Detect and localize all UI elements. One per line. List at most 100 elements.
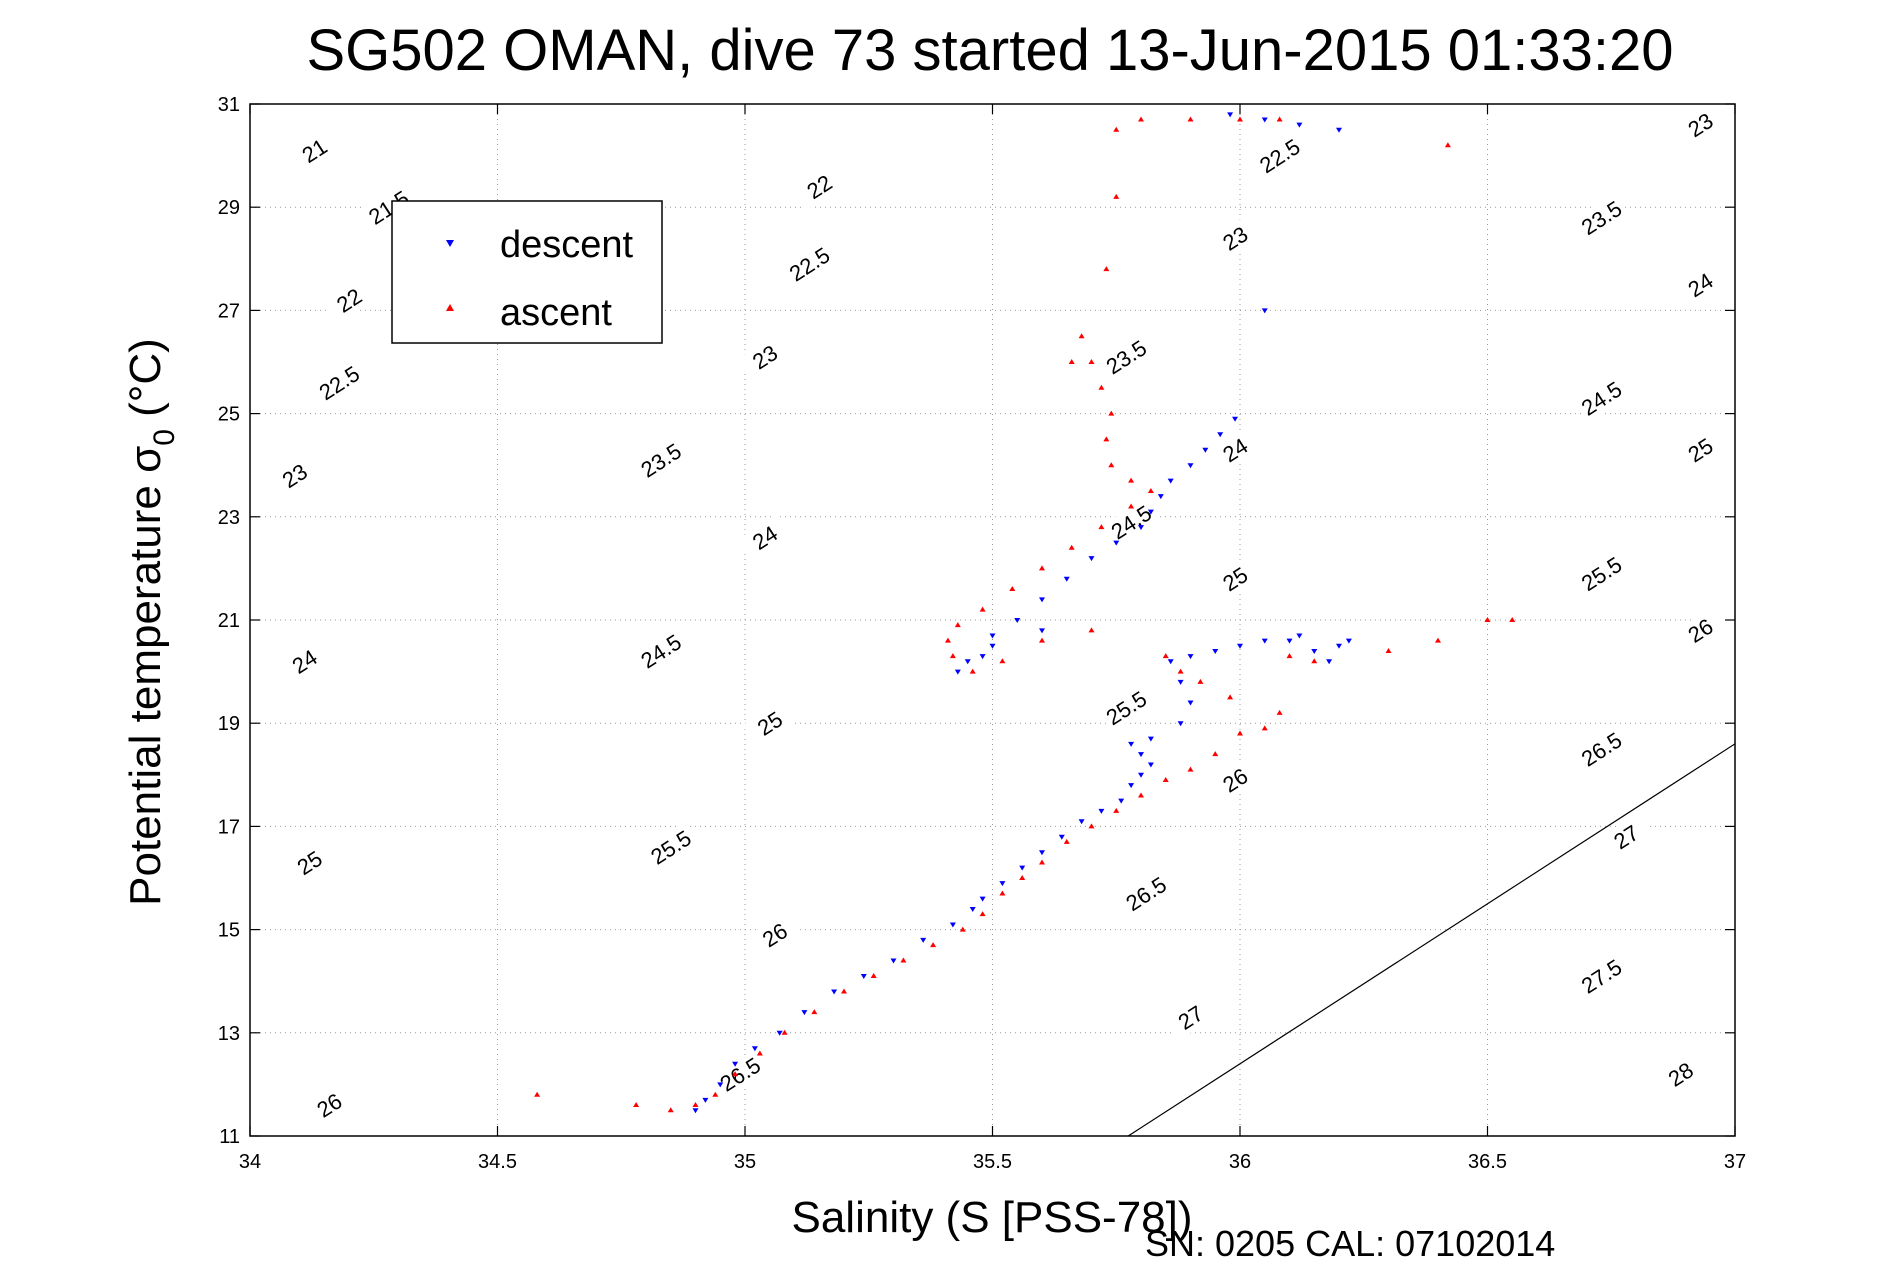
data-point-descent [776,1030,783,1036]
data-point-ascent [1385,647,1392,653]
data-point-descent [717,1082,724,1088]
contour-label-bg [1673,100,1728,149]
contour-label-bg [361,183,416,232]
data-point-descent [1098,808,1105,814]
data-point-ascent [900,957,907,963]
data-point-descent [989,643,996,649]
data-point-descent [1336,127,1342,133]
data-point-descent [1187,463,1194,469]
contour-label-bg [287,126,342,175]
data-point-ascent [1019,875,1026,880]
data-point-descent [920,937,927,943]
data-point-descent [1128,783,1135,789]
legend-box [391,200,663,344]
data-point-ascent [534,1091,541,1097]
data-point-ascent [999,658,1006,664]
contour-label-bg [1673,425,1728,474]
data-point-ascent [1276,709,1283,715]
data-point-descent [1212,648,1219,654]
data-point-descent [1296,122,1303,128]
contour-label-bg [747,910,802,959]
data-point-descent [999,881,1006,887]
data-point-ascent [1147,488,1154,493]
contour-label-bg [1252,131,1307,180]
contour-label-bg [1673,260,1728,309]
contour-label-bg [1207,214,1263,263]
data-point-descent [1237,643,1243,649]
contour-label-bg [1653,1050,1708,1099]
y-tick-label: 17 [218,816,240,838]
data-point-ascent [1187,116,1194,122]
contour-label-bg [1098,683,1154,732]
data-point-ascent [781,1029,788,1035]
data-point-descent [1311,648,1318,654]
data-point-descent [1138,752,1144,758]
data-point-descent [1138,772,1144,778]
data-point-ascent [1162,653,1169,659]
data-point-descent [1232,416,1239,422]
data-point-ascent [1444,142,1451,148]
contour-label-bg [1574,725,1629,773]
y-axis-label-main: Potential temperature σ [121,446,170,906]
contour-label-bg [633,627,689,675]
data-point-descent [1039,850,1045,856]
data-point-ascent [930,942,937,948]
data-point-descent [1019,865,1026,871]
contour-label-bg [1574,549,1629,598]
data-point-ascent [1113,126,1120,132]
data-point-descent [1261,117,1268,123]
data-point-descent [1039,628,1045,634]
legend-label-ascent: ascent [500,292,612,334]
data-point-ascent [1128,503,1135,509]
contour-label-bg [311,358,367,407]
legend-marker-ascent [446,304,454,311]
data-point-descent [989,633,996,639]
data-point-ascent [1088,627,1095,633]
data-point-descent [1128,741,1135,747]
contour-label-bg [782,240,837,288]
data-point-descent [979,896,986,902]
data-point-ascent [870,973,877,979]
y-axis-label-subscript: 0 [148,429,181,446]
contour-label-bg [267,451,322,500]
y-tick-label: 21 [218,610,240,632]
data-point-ascent [1261,725,1268,731]
contour-label-bg [282,838,337,887]
density-contours: 2121.52222.5232425262222.52323.52424.525… [267,100,1735,1136]
data-point-ascent [1311,658,1318,664]
data-point-ascent [841,988,847,994]
data-point-ascent [1187,766,1194,772]
contour-label-bg [712,1050,768,1099]
data-point-ascent [633,1102,640,1108]
data-point-ascent [732,1071,739,1077]
data-point-descent [751,1046,758,1052]
grid [250,104,1735,1136]
data-point-ascent [1128,477,1135,483]
data-point-descent [1167,478,1174,484]
data-point-ascent [1108,410,1115,416]
data-point-ascent [1098,524,1105,530]
data-point-descent [1039,597,1045,603]
data-point-descent [1078,819,1085,825]
data-point-descent [1138,525,1144,531]
contour-label-bg [301,1081,357,1129]
data-point-ascent [1103,436,1110,442]
data-point-descent [890,958,897,964]
data-point-ascent [1212,751,1219,757]
contour-label-bg [1673,606,1728,655]
chart-title: SG502 OMAN, dive 73 started 13-Jun-2015 … [306,18,1673,83]
contour-label-bg [1207,554,1263,603]
data-point-ascent [811,1009,818,1015]
data-point-ascent [1177,668,1184,674]
data-point-ascent [1039,859,1045,865]
y-tick-label: 29 [218,197,240,219]
data-point-ascent [954,622,961,628]
data-point-ascent [1039,565,1045,571]
data-point-ascent [1138,792,1144,798]
data-point-descent [1326,659,1333,665]
data-point-descent [692,1108,699,1114]
data-point-descent [1167,659,1174,665]
x-tick-label: 35.5 [973,1151,1012,1173]
series-descent [692,112,1352,1114]
